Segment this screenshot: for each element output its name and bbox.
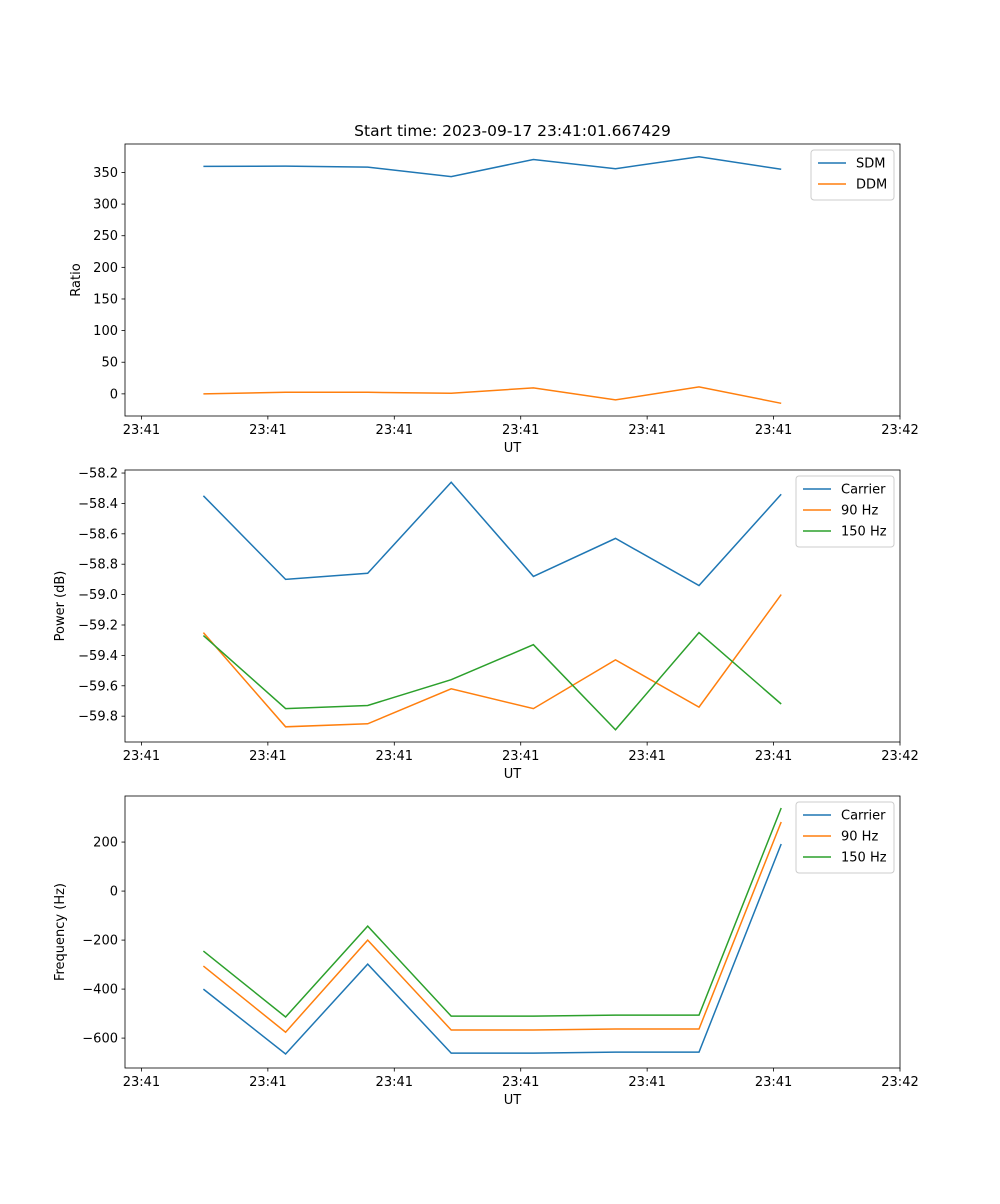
subplot-2: 23:41 23:41 23:41 23:41 23:41 23:41 23:42 −58.2… [53, 467, 919, 782]
y-tick-label: −58.4 [78, 497, 118, 512]
x-tick-label: 23:42 [881, 749, 918, 764]
y-axis-label: Frequency (Hz) [53, 883, 68, 981]
series-line-ddm [203, 386, 782, 405]
y-tick-label: −600 [82, 1032, 118, 1047]
x-tick-label: 23:41 [755, 423, 792, 438]
x-tick-label: 23:42 [881, 1075, 918, 1090]
legend: SDM DDM [810, 149, 895, 201]
y-tick-label: 150 [93, 292, 118, 307]
x-tick-label: 23:41 [755, 1075, 792, 1090]
x-tick-label: 23:41 [628, 1075, 665, 1090]
y-tick-label: 0 [110, 885, 118, 900]
x-tick-label: 23:41 [123, 423, 160, 438]
chart-title: Start time: 2023-09-17 23:41:01.667429 [354, 122, 671, 140]
x-axis-label: UT [504, 1093, 522, 1108]
axes-frame [124, 143, 901, 417]
x-tick-label: 23:41 [249, 749, 286, 764]
legend-box [795, 801, 895, 874]
y-tick-label: −400 [82, 983, 118, 998]
x-tick-label: 23:41 [123, 749, 160, 764]
y-tick-label: −59.2 [78, 618, 118, 633]
series-line-carrier [202, 843, 782, 1056]
subplot-3: 23:41 23:41 23:41 23:41 23:41 23:41 23:42 200 0 −… [53, 795, 919, 1108]
x-tick-label: 23:41 [502, 1075, 539, 1090]
x-tick-label: 23:42 [881, 423, 918, 438]
series-line-sdm [203, 155, 782, 178]
y-tick-label: −58.2 [78, 467, 118, 482]
x-tick-label: 23:41 [628, 423, 665, 438]
x-tick-label: 23:41 [376, 749, 413, 764]
x-tick-label: 23:41 [376, 1075, 413, 1090]
legend-label: 150 Hz [841, 525, 887, 540]
axes-frame [124, 795, 901, 1069]
y-tick-label: −59.0 [78, 588, 118, 603]
x-tick-label: 23:41 [249, 1075, 286, 1090]
legend-label: 150 Hz [841, 851, 887, 866]
y-tick-label: 0 [110, 387, 118, 402]
y-tick-label: 50 [101, 356, 118, 371]
x-tick-label: 23:41 [628, 749, 665, 764]
x-tick-label: 23:41 [755, 749, 792, 764]
series-line-150-hz [202, 807, 782, 1019]
y-tick-label: 350 [93, 166, 118, 181]
legend: Carrier 90 Hz 150 Hz [795, 801, 895, 874]
legend-label: 90 Hz [841, 504, 878, 519]
y-axis-label: Ratio [69, 263, 84, 296]
y-tick-label: 100 [93, 324, 118, 339]
y-tick-label: 300 [93, 198, 118, 213]
legend-label: Carrier [841, 809, 886, 824]
legend-label: SDM [856, 157, 885, 172]
x-tick-label: 23:41 [123, 1075, 160, 1090]
legend-label: DDM [856, 178, 887, 193]
x-tick-label: 23:41 [502, 423, 539, 438]
x-axis-label: UT [504, 767, 522, 782]
y-axis-label: Power (dB) [53, 571, 68, 642]
legend-box [795, 475, 895, 548]
y-tick-label: −59.6 [78, 679, 118, 694]
y-tick-label: −58.8 [78, 558, 118, 573]
legend-label: 90 Hz [841, 830, 878, 845]
series-line-90-hz [202, 594, 782, 728]
y-tick-label: 200 [93, 836, 118, 851]
series-line-150-hz [202, 631, 782, 731]
series-line-90-hz [202, 821, 782, 1034]
y-tick-label: −200 [82, 934, 118, 949]
y-tick-label: 200 [93, 261, 118, 276]
axes-frame [124, 469, 901, 743]
x-axis-label: UT [504, 441, 522, 456]
series-line-carrier [202, 481, 782, 587]
x-tick-label: 23:41 [502, 749, 539, 764]
y-tick-label: −58.6 [78, 527, 118, 542]
x-tick-label: 23:41 [376, 423, 413, 438]
legend-label: Carrier [841, 483, 886, 498]
x-tick-label: 23:41 [249, 423, 286, 438]
legend: Carrier 90 Hz 150 Hz [795, 475, 895, 548]
y-tick-label: −59.8 [78, 710, 118, 725]
y-tick-label: 250 [93, 229, 118, 244]
y-tick-label: −59.4 [78, 649, 118, 664]
subplot-1: 23:41 23:41 23:41 23:41 23:41 23:41 23:42 0 50 10… [69, 122, 919, 456]
